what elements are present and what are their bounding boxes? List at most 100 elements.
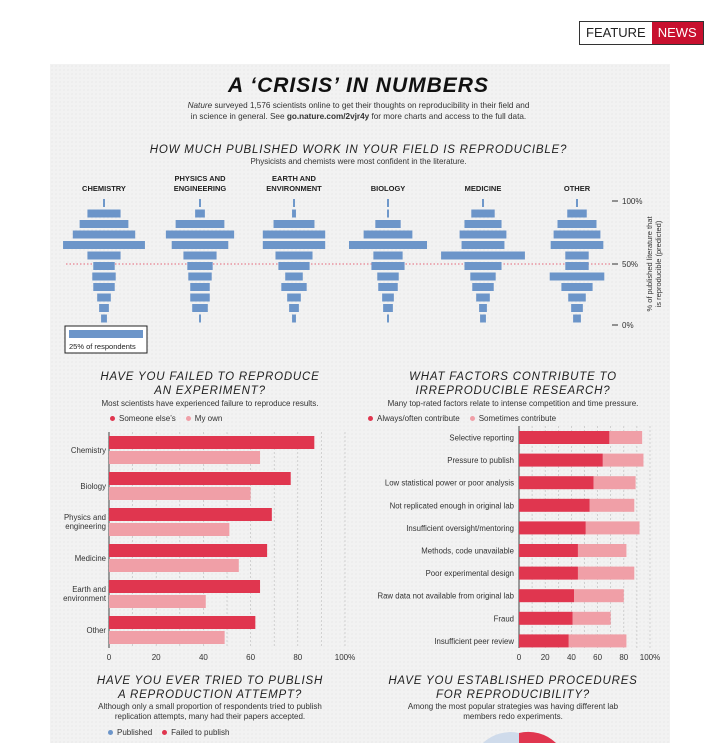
dot-icon xyxy=(110,416,115,422)
violin-bar xyxy=(480,314,486,323)
bar-sometimes xyxy=(593,476,636,490)
violin-bar xyxy=(292,314,296,323)
field-label: BIOLOGY xyxy=(371,184,406,193)
publish-title: HAVE YOU EVER TRIED TO PUBLISH A REPRODU… xyxy=(60,674,360,702)
violin-bar xyxy=(262,230,326,239)
violin-bar xyxy=(93,262,115,270)
dot-icon xyxy=(162,730,168,736)
factors-legend: Always/often contribute Sometimes contri… xyxy=(368,414,556,423)
bar-someone-else xyxy=(109,580,261,593)
procedures-title: HAVE YOU ESTABLISHED PROCEDURES FOR REPR… xyxy=(363,674,663,702)
violin-bar xyxy=(573,314,581,323)
legend-my-own: My own xyxy=(185,414,222,423)
violin-bar xyxy=(464,262,502,270)
bar-someone-else xyxy=(109,508,272,521)
category-label: environment xyxy=(63,594,107,603)
procedures-title-2: FOR REPRODUCIBILITY? xyxy=(435,689,591,701)
procedures-sub-2: members redo experiments. xyxy=(463,712,563,721)
publish-sub-2: replication attempts, many had their pap… xyxy=(114,712,306,721)
violin-bar xyxy=(275,251,313,260)
reproducible-subtitle: Physicists and chemists were most confid… xyxy=(250,157,467,166)
bar-sometimes xyxy=(589,498,635,512)
violin-bar xyxy=(363,230,413,239)
violin-bar xyxy=(262,241,326,249)
bar-someone-else xyxy=(109,472,291,485)
violin-bar xyxy=(565,262,589,270)
violin-bar xyxy=(371,262,405,270)
violin-bar xyxy=(382,293,394,302)
violin-bar xyxy=(565,251,589,260)
factor-label: Insufficient oversight/mentoring xyxy=(406,524,514,533)
violin-bar xyxy=(377,272,399,281)
intro-italic: Nature xyxy=(187,101,213,110)
x-tick-label: 80 xyxy=(293,653,302,662)
x-tick-label: 40 xyxy=(199,653,208,662)
intro-text: Nature surveyed 1,576 scientists online … xyxy=(150,100,567,122)
violin-bar xyxy=(199,199,201,207)
violin-bar xyxy=(278,262,310,270)
field-label: MEDICINE xyxy=(465,184,502,193)
violin-bar xyxy=(387,314,389,323)
bar-always xyxy=(519,521,586,535)
violin-bar xyxy=(87,209,121,218)
factor-label: Insufficient peer review xyxy=(434,637,514,646)
violin-bar xyxy=(561,283,593,291)
violin-bar xyxy=(183,251,217,260)
factor-label: Raw data not available from original lab xyxy=(377,592,514,601)
violin-bar xyxy=(190,293,210,302)
field-label: ENVIRONMENT xyxy=(266,184,322,193)
violin-bar xyxy=(101,314,107,323)
violin-bar xyxy=(471,209,495,218)
violin-bar xyxy=(292,209,296,218)
violin-bar xyxy=(289,304,299,312)
bar-always xyxy=(519,634,569,648)
x-tick-label: 20 xyxy=(152,653,161,662)
y-axis-label-1: % of published literature that xyxy=(645,216,654,312)
legend-failed-publish-label: Failed to publish xyxy=(171,728,230,737)
legend-sometimes: Sometimes contribute xyxy=(469,414,556,423)
field-label: OTHER xyxy=(564,184,591,193)
violin-bar xyxy=(93,283,115,291)
legend-published-label: Published xyxy=(117,728,153,737)
violin-bar xyxy=(285,272,303,281)
intro-line1: surveyed 1,576 scientists online to get … xyxy=(212,101,530,110)
violin-bar xyxy=(568,293,586,302)
violin-bar xyxy=(293,199,295,207)
violin-bar xyxy=(375,220,401,228)
factor-label: Low statistical power or poor analysis xyxy=(385,479,514,488)
y-tick-label: 100% xyxy=(622,197,642,206)
failed-subtitle: Most scientists have experienced failure… xyxy=(101,399,319,408)
dot-icon xyxy=(368,416,373,422)
bar-always xyxy=(519,476,594,490)
procedures-title-1: HAVE YOU ESTABLISHED PROCEDURES xyxy=(388,675,638,687)
violin-bar xyxy=(576,199,578,207)
violin-bar xyxy=(281,283,307,291)
dot-icon xyxy=(108,730,113,736)
field-label: EARTH AND xyxy=(272,174,316,183)
violin-bar xyxy=(461,241,505,249)
infographic-panel xyxy=(50,64,670,743)
field-label: CHEMISTRY xyxy=(82,184,126,193)
bar-always xyxy=(519,589,575,603)
bar-sometimes xyxy=(574,589,624,603)
y-axis-label-2: is reproducible (predicted) xyxy=(654,220,663,307)
intro-line2a: in science in general. See xyxy=(190,112,287,121)
publish-legend: Published Failed to publish xyxy=(108,728,229,737)
feature-news-tag: FEATURE NEWS xyxy=(579,21,704,45)
violin-bar xyxy=(72,230,136,239)
factors-title-2: IRREPRODUCIBLE RESEARCH? xyxy=(415,385,611,397)
violin-bar xyxy=(273,220,315,228)
field-label: PHYSICS AND xyxy=(175,174,227,183)
x-tick-label: 100% xyxy=(640,653,660,662)
reproducible-title: HOW MUCH PUBLISHED WORK IN YOUR FIELD IS… xyxy=(149,144,568,156)
procedures-subtitle: Among the most popular strategies was ha… xyxy=(363,702,663,722)
intro-link[interactable]: go.nature.com/2vjr4y xyxy=(286,112,370,121)
legend-always: Always/often contribute xyxy=(368,414,460,423)
factors-subtitle: Many top-rated factors relate to intense… xyxy=(387,399,639,408)
x-tick-label: 0 xyxy=(107,653,112,662)
violin-bar xyxy=(175,220,225,228)
violin-bar xyxy=(476,293,490,302)
violin-bar xyxy=(549,272,605,281)
violin-bar xyxy=(63,241,145,249)
violin-bar xyxy=(441,251,525,260)
